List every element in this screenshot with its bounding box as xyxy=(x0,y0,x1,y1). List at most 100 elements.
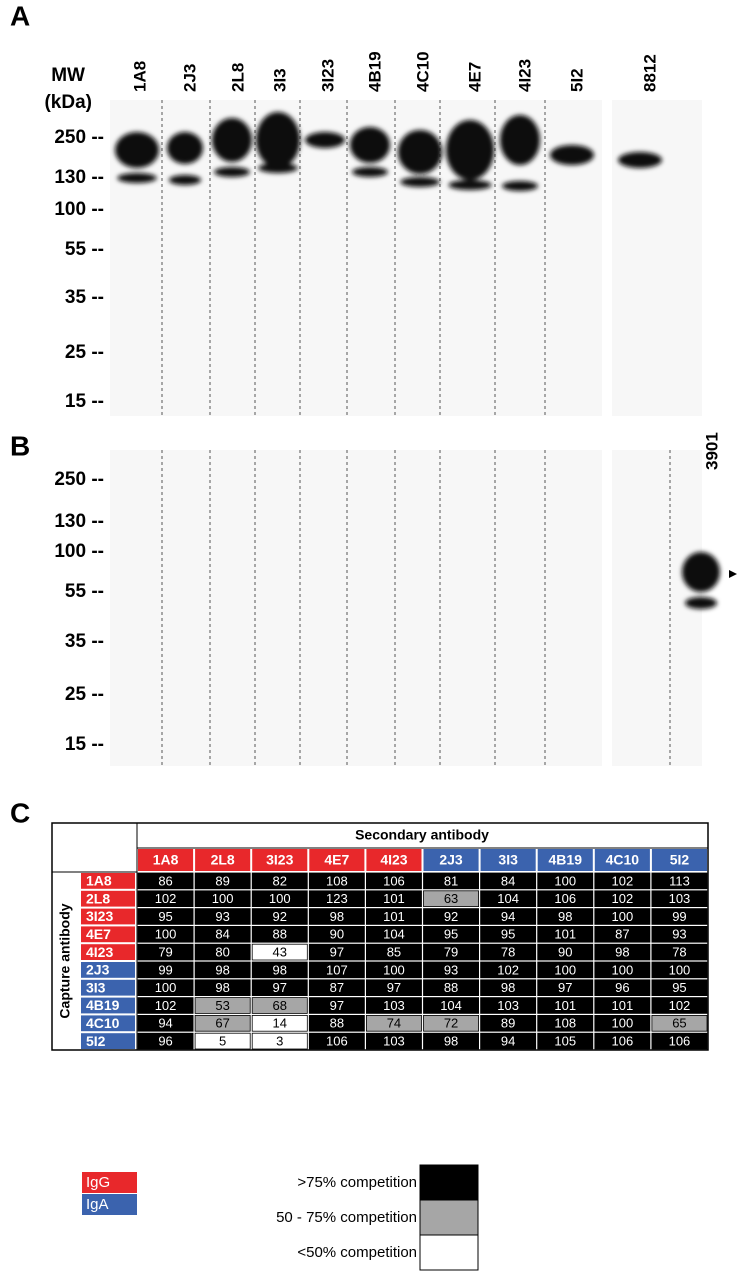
lane-label: 5I2 xyxy=(567,68,586,92)
cell-value: 92 xyxy=(444,909,458,924)
competition-swatch xyxy=(420,1235,478,1270)
cell-value: 95 xyxy=(501,927,515,942)
cell-value: 86 xyxy=(158,873,172,888)
cell-value: 108 xyxy=(554,1016,576,1031)
cell-value: 98 xyxy=(444,1034,458,1049)
cell-value: 80 xyxy=(215,945,229,960)
mw-label: 55 -- xyxy=(65,239,104,260)
band xyxy=(305,132,345,148)
cell-value: 85 xyxy=(387,945,401,960)
column-header: 2L8 xyxy=(211,852,235,868)
blot xyxy=(110,450,602,766)
mw-label: 15 -- xyxy=(65,391,104,412)
mw-label: 250 -- xyxy=(54,469,104,490)
cell-value: 72 xyxy=(444,1016,458,1031)
row-header: 5I2 xyxy=(86,1033,106,1049)
band xyxy=(256,112,300,168)
cell-value: 96 xyxy=(615,980,629,995)
cell-value: 90 xyxy=(330,927,344,942)
mw-label: 35 -- xyxy=(65,631,104,652)
cell-value: 67 xyxy=(215,1016,229,1031)
mw-label: 35 -- xyxy=(65,287,104,308)
cell-value: 103 xyxy=(383,998,405,1013)
cell-value: 98 xyxy=(273,962,287,977)
band xyxy=(502,181,538,191)
competition-swatch xyxy=(420,1200,478,1235)
cell-value: 96 xyxy=(158,1034,172,1049)
cell-value: 101 xyxy=(554,998,576,1013)
lane-label: 2J3 xyxy=(180,64,199,92)
cell-value: 93 xyxy=(444,962,458,977)
cell-value: 108 xyxy=(326,873,348,888)
band xyxy=(352,167,388,177)
row-header: 4C10 xyxy=(86,1015,120,1031)
cell-value: 94 xyxy=(501,1034,515,1049)
cell-value: 84 xyxy=(215,927,229,942)
cell-value: 88 xyxy=(444,980,458,995)
cell-value: 94 xyxy=(158,1016,172,1031)
band xyxy=(212,118,252,162)
cell-value: 98 xyxy=(615,945,629,960)
cell-value: 102 xyxy=(611,891,633,906)
cell-value: 100 xyxy=(669,962,691,977)
isotype-label: IgA xyxy=(86,1196,109,1213)
cell-value: 63 xyxy=(444,891,458,906)
column-header: 3I3 xyxy=(498,852,518,868)
arrowhead xyxy=(729,570,737,578)
band xyxy=(500,115,540,165)
cell-value: 103 xyxy=(497,998,519,1013)
cell-value: 84 xyxy=(501,873,515,888)
cell-value: 78 xyxy=(501,945,515,960)
cell-value: 106 xyxy=(669,1034,691,1049)
cell-value: 113 xyxy=(669,873,690,888)
mw-label: 55 -- xyxy=(65,581,104,602)
band xyxy=(448,180,491,190)
band xyxy=(167,132,203,164)
row-header: 4E7 xyxy=(86,926,111,942)
cell-value: 98 xyxy=(330,909,344,924)
cell-value: 81 xyxy=(444,873,458,888)
lane-label: 3I23 xyxy=(318,59,337,92)
cell-value: 97 xyxy=(558,980,572,995)
cell-value: 105 xyxy=(554,1034,576,1049)
cell-value: 99 xyxy=(158,962,172,977)
cell-value: 95 xyxy=(672,980,686,995)
cell-value: 100 xyxy=(155,927,177,942)
cell-value: 87 xyxy=(615,927,629,942)
mw-label: 25 -- xyxy=(65,342,104,363)
cell-value: 98 xyxy=(215,962,229,977)
cell-value: 101 xyxy=(383,891,405,906)
cell-value: 89 xyxy=(501,1016,515,1031)
cell-value: 43 xyxy=(273,945,287,960)
cell-value: 79 xyxy=(158,945,172,960)
row-header: 4B19 xyxy=(86,997,120,1013)
cell-value: 102 xyxy=(155,891,177,906)
cell-value: 74 xyxy=(387,1016,401,1031)
cell-value: 100 xyxy=(611,1016,633,1031)
lane-label: 3901 xyxy=(702,432,721,470)
competition-label: <50% competition xyxy=(297,1244,417,1261)
cell-value: 104 xyxy=(383,927,405,942)
row-header: 2L8 xyxy=(86,890,110,906)
cell-value: 101 xyxy=(611,998,633,1013)
cell-value: 97 xyxy=(330,998,344,1013)
cell-value: 123 xyxy=(326,891,348,906)
band xyxy=(618,152,662,168)
cell-value: 98 xyxy=(501,980,515,995)
blot xyxy=(612,100,702,416)
lane-label: 4I23 xyxy=(515,59,534,92)
band xyxy=(550,145,594,165)
column-header: 4I23 xyxy=(380,852,407,868)
mw-label: 130 -- xyxy=(54,511,104,532)
mw-label: 25 -- xyxy=(65,684,104,705)
isotype-label: IgG xyxy=(86,1174,110,1191)
band xyxy=(446,120,494,180)
cell-value: 100 xyxy=(611,962,633,977)
cell-value: 93 xyxy=(672,927,686,942)
row-header: 1A8 xyxy=(86,873,112,889)
cell-value: 106 xyxy=(554,891,576,906)
column-header: 5I2 xyxy=(670,852,690,868)
panel-label: C xyxy=(10,797,30,828)
cell-value: 100 xyxy=(554,873,576,888)
mw-label: 130 -- xyxy=(54,167,104,188)
